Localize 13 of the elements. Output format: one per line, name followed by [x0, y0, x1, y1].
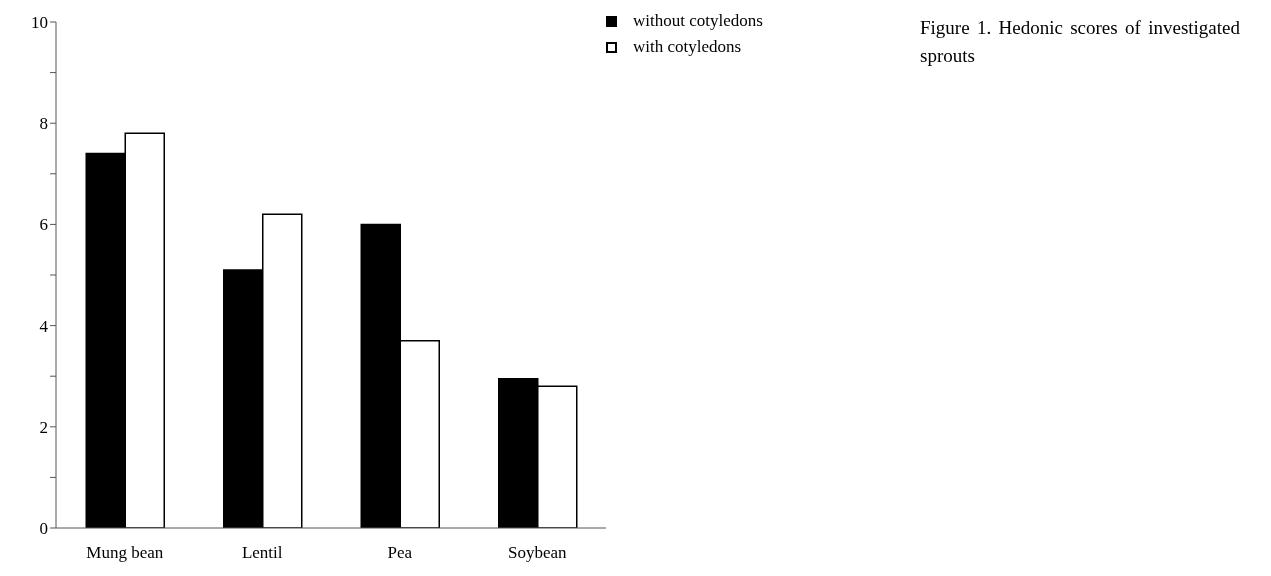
text: Figure 1. Hedonic scores of investigated sprouts	[920, 16, 1240, 68]
y-tick-label: 0	[39, 519, 48, 539]
x-tick-label: Soybean	[507, 543, 568, 563]
y-tick-label: 10	[31, 13, 48, 33]
y-tick-label: 8	[39, 114, 48, 134]
x-tick-label: Mung bean	[86, 543, 164, 563]
x-tick-label: Lentil	[241, 543, 283, 563]
y-tick-label: 6	[39, 215, 48, 235]
x-tick-label: Pea	[387, 543, 413, 563]
y-tick-label: 2	[39, 417, 48, 437]
legend-label: without cotyledons	[633, 11, 763, 31]
y-tick-label: 4	[39, 316, 49, 336]
legend-label: with cotyledons	[633, 37, 742, 57]
